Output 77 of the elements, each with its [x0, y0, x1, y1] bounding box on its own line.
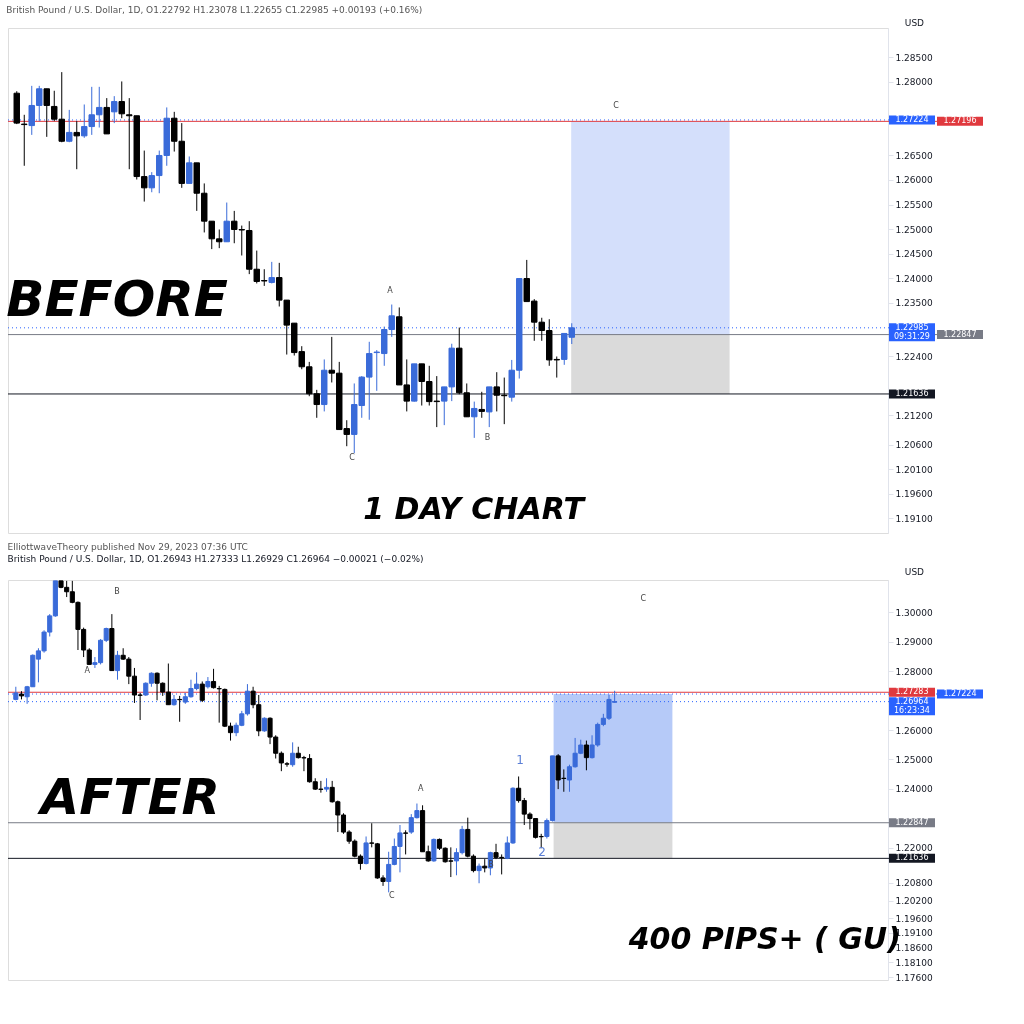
ref-line-label: 1.21636 — [895, 853, 929, 863]
annotation: C — [640, 593, 647, 603]
annotation: C — [388, 891, 395, 901]
y-tick-label: 1.22000 — [895, 843, 933, 854]
ref-line-label: 1.22847 — [943, 329, 977, 339]
y-tick-label: 1.25000 — [895, 754, 933, 765]
candlestick — [363, 835, 369, 865]
y-tick-label: 1.20100 — [895, 464, 933, 475]
annotation: B — [488, 859, 494, 869]
candlestick — [583, 740, 589, 771]
y-tick-label: 1.28500 — [895, 52, 933, 63]
candlestick — [216, 685, 222, 724]
candlestick — [186, 155, 193, 184]
y-tick-label: 1.26500 — [895, 150, 933, 161]
ref-line-label: 1.27283 — [895, 687, 929, 697]
candlestick — [478, 391, 485, 419]
annotation: 1 DAY CHART — [363, 491, 587, 527]
ref-line-label: 1.27196 — [943, 116, 977, 126]
candlestick — [210, 668, 217, 690]
ref-line-label: 1.21636 — [895, 388, 929, 398]
y-tick-label: 1.25500 — [895, 200, 933, 210]
candlestick — [205, 676, 211, 690]
candlestick — [471, 401, 478, 439]
chart-title: British Pound / U.S. Dollar, 1D, O1.22792 H1.23078 L1.22655 C1.22985 +0.00193 (+0.16%) — [6, 4, 423, 15]
y-tick-label: 1.19600 — [895, 913, 933, 924]
candlestick — [73, 120, 80, 170]
candlestick — [118, 80, 125, 119]
ref-line-label: 1.22847 — [895, 817, 929, 827]
annotation: B — [114, 587, 120, 596]
chart-subtitle: British Pound / U.S. Dollar, 1D, O1.26943 H1.27333 L1.26929 C1.26964 −0.00021 (−0.02%) — [7, 554, 424, 564]
y-tick-label: 1.28000 — [895, 666, 933, 677]
candlestick — [223, 202, 230, 243]
candlestick — [43, 88, 50, 138]
y-tick-label: 1.30000 — [895, 607, 933, 618]
candlestick — [403, 829, 409, 855]
annotation: A — [84, 666, 91, 676]
text: USD — [904, 17, 925, 28]
candlestick — [290, 741, 296, 768]
y-tick-label: 1.26000 — [895, 725, 933, 736]
annotation: C — [349, 453, 356, 463]
y-tick-label: 1.22400 — [895, 352, 933, 362]
annotation: BEFORE — [6, 269, 228, 328]
annotation: AFTER — [36, 767, 221, 826]
annotation: B — [484, 433, 491, 443]
y-tick-label: 1.19600 — [895, 489, 933, 500]
candlestick — [66, 109, 73, 143]
candlestick — [476, 863, 482, 884]
y-tick-label: 1.20200 — [895, 896, 933, 907]
y-tick-label: 1.20600 — [895, 440, 933, 451]
y-tick-label: 1.23500 — [895, 298, 933, 309]
candlestick — [111, 95, 118, 124]
y-tick-label: 1.24000 — [895, 273, 933, 284]
candlestick — [171, 694, 177, 707]
y-tick-label: 1.21200 — [895, 410, 933, 421]
annotation: 2 — [538, 845, 546, 860]
ref-line-label: 1.27224 — [943, 689, 977, 698]
ref-line-label: 1.26964 16:23:34 — [894, 696, 930, 715]
annotation: C — [613, 101, 620, 111]
y-tick-label: 1.19100 — [895, 513, 933, 524]
ref-line-label: 1.22985 09:31:29 — [894, 322, 930, 341]
annotation: A — [417, 784, 424, 794]
y-tick-label: 1.29000 — [895, 637, 933, 648]
ref-line-label: 1.27224 — [895, 114, 929, 124]
y-tick-label: 1.24000 — [895, 784, 933, 795]
y-tick-label: 1.25000 — [895, 224, 933, 235]
text: USD — [904, 567, 925, 577]
y-tick-label: 1.18100 — [895, 957, 933, 968]
annotation: 1 — [516, 752, 524, 767]
chart-title: ElliottwaveTheory published Nov 29, 2023 07:36 UTC — [7, 542, 248, 552]
candlestick — [199, 680, 205, 703]
y-tick-label: 1.28000 — [895, 77, 933, 88]
annotation: A — [387, 285, 394, 295]
y-tick-label: 1.20800 — [895, 878, 933, 889]
candlestick — [114, 650, 121, 681]
y-tick-label: 1.24500 — [895, 249, 933, 260]
y-tick-label: 1.17600 — [895, 972, 933, 983]
y-tick-label: 1.26000 — [895, 175, 933, 186]
